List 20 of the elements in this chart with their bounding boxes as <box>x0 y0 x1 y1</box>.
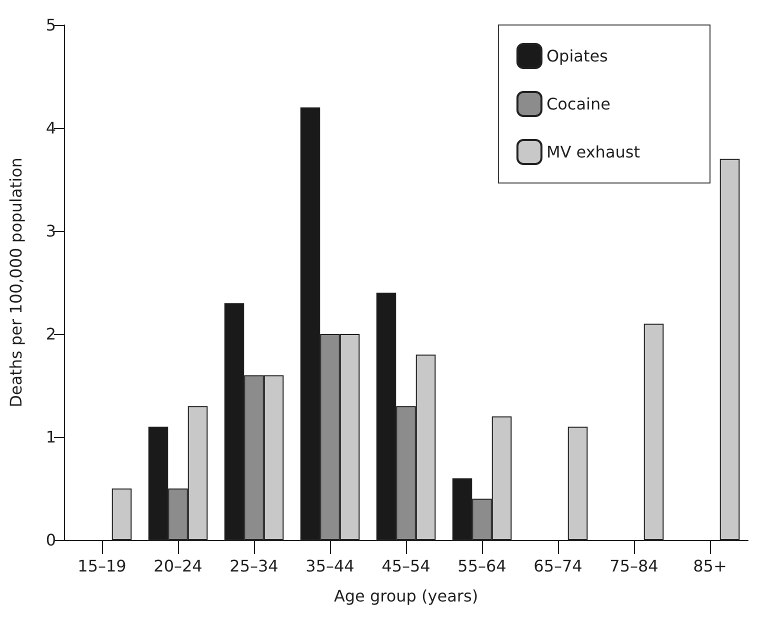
x-tick-label: 35–44 <box>306 556 354 576</box>
x-tick-label: 55–64 <box>458 556 506 576</box>
y-tick-label: 3 <box>46 222 56 240</box>
y-axis-title: Deaths per 100,000 population <box>6 158 26 408</box>
legend-label: Cocaine <box>546 94 610 114</box>
y-tick-label: 0 <box>46 530 56 550</box>
x-tick-label: 75–84 <box>610 556 658 576</box>
x-tick-label: 65–74 <box>534 556 582 576</box>
x-axis-title: Age group (years) <box>334 586 478 606</box>
x-tick-label: 15–19 <box>78 556 126 576</box>
legend-label: MV exhaust <box>546 142 640 162</box>
y-tick-label: 1 <box>46 428 56 446</box>
y-tick-label: 5 <box>46 16 56 34</box>
x-tick-label: 25–34 <box>230 556 278 576</box>
x-tick-label: 85+ <box>693 556 727 576</box>
legend-label: Opiates <box>546 46 608 66</box>
x-tick-label: 45–54 <box>382 556 430 576</box>
x-tick-label: 20–24 <box>154 556 202 576</box>
y-tick-label: 4 <box>46 118 56 138</box>
y-tick-label: 2 <box>46 324 56 344</box>
